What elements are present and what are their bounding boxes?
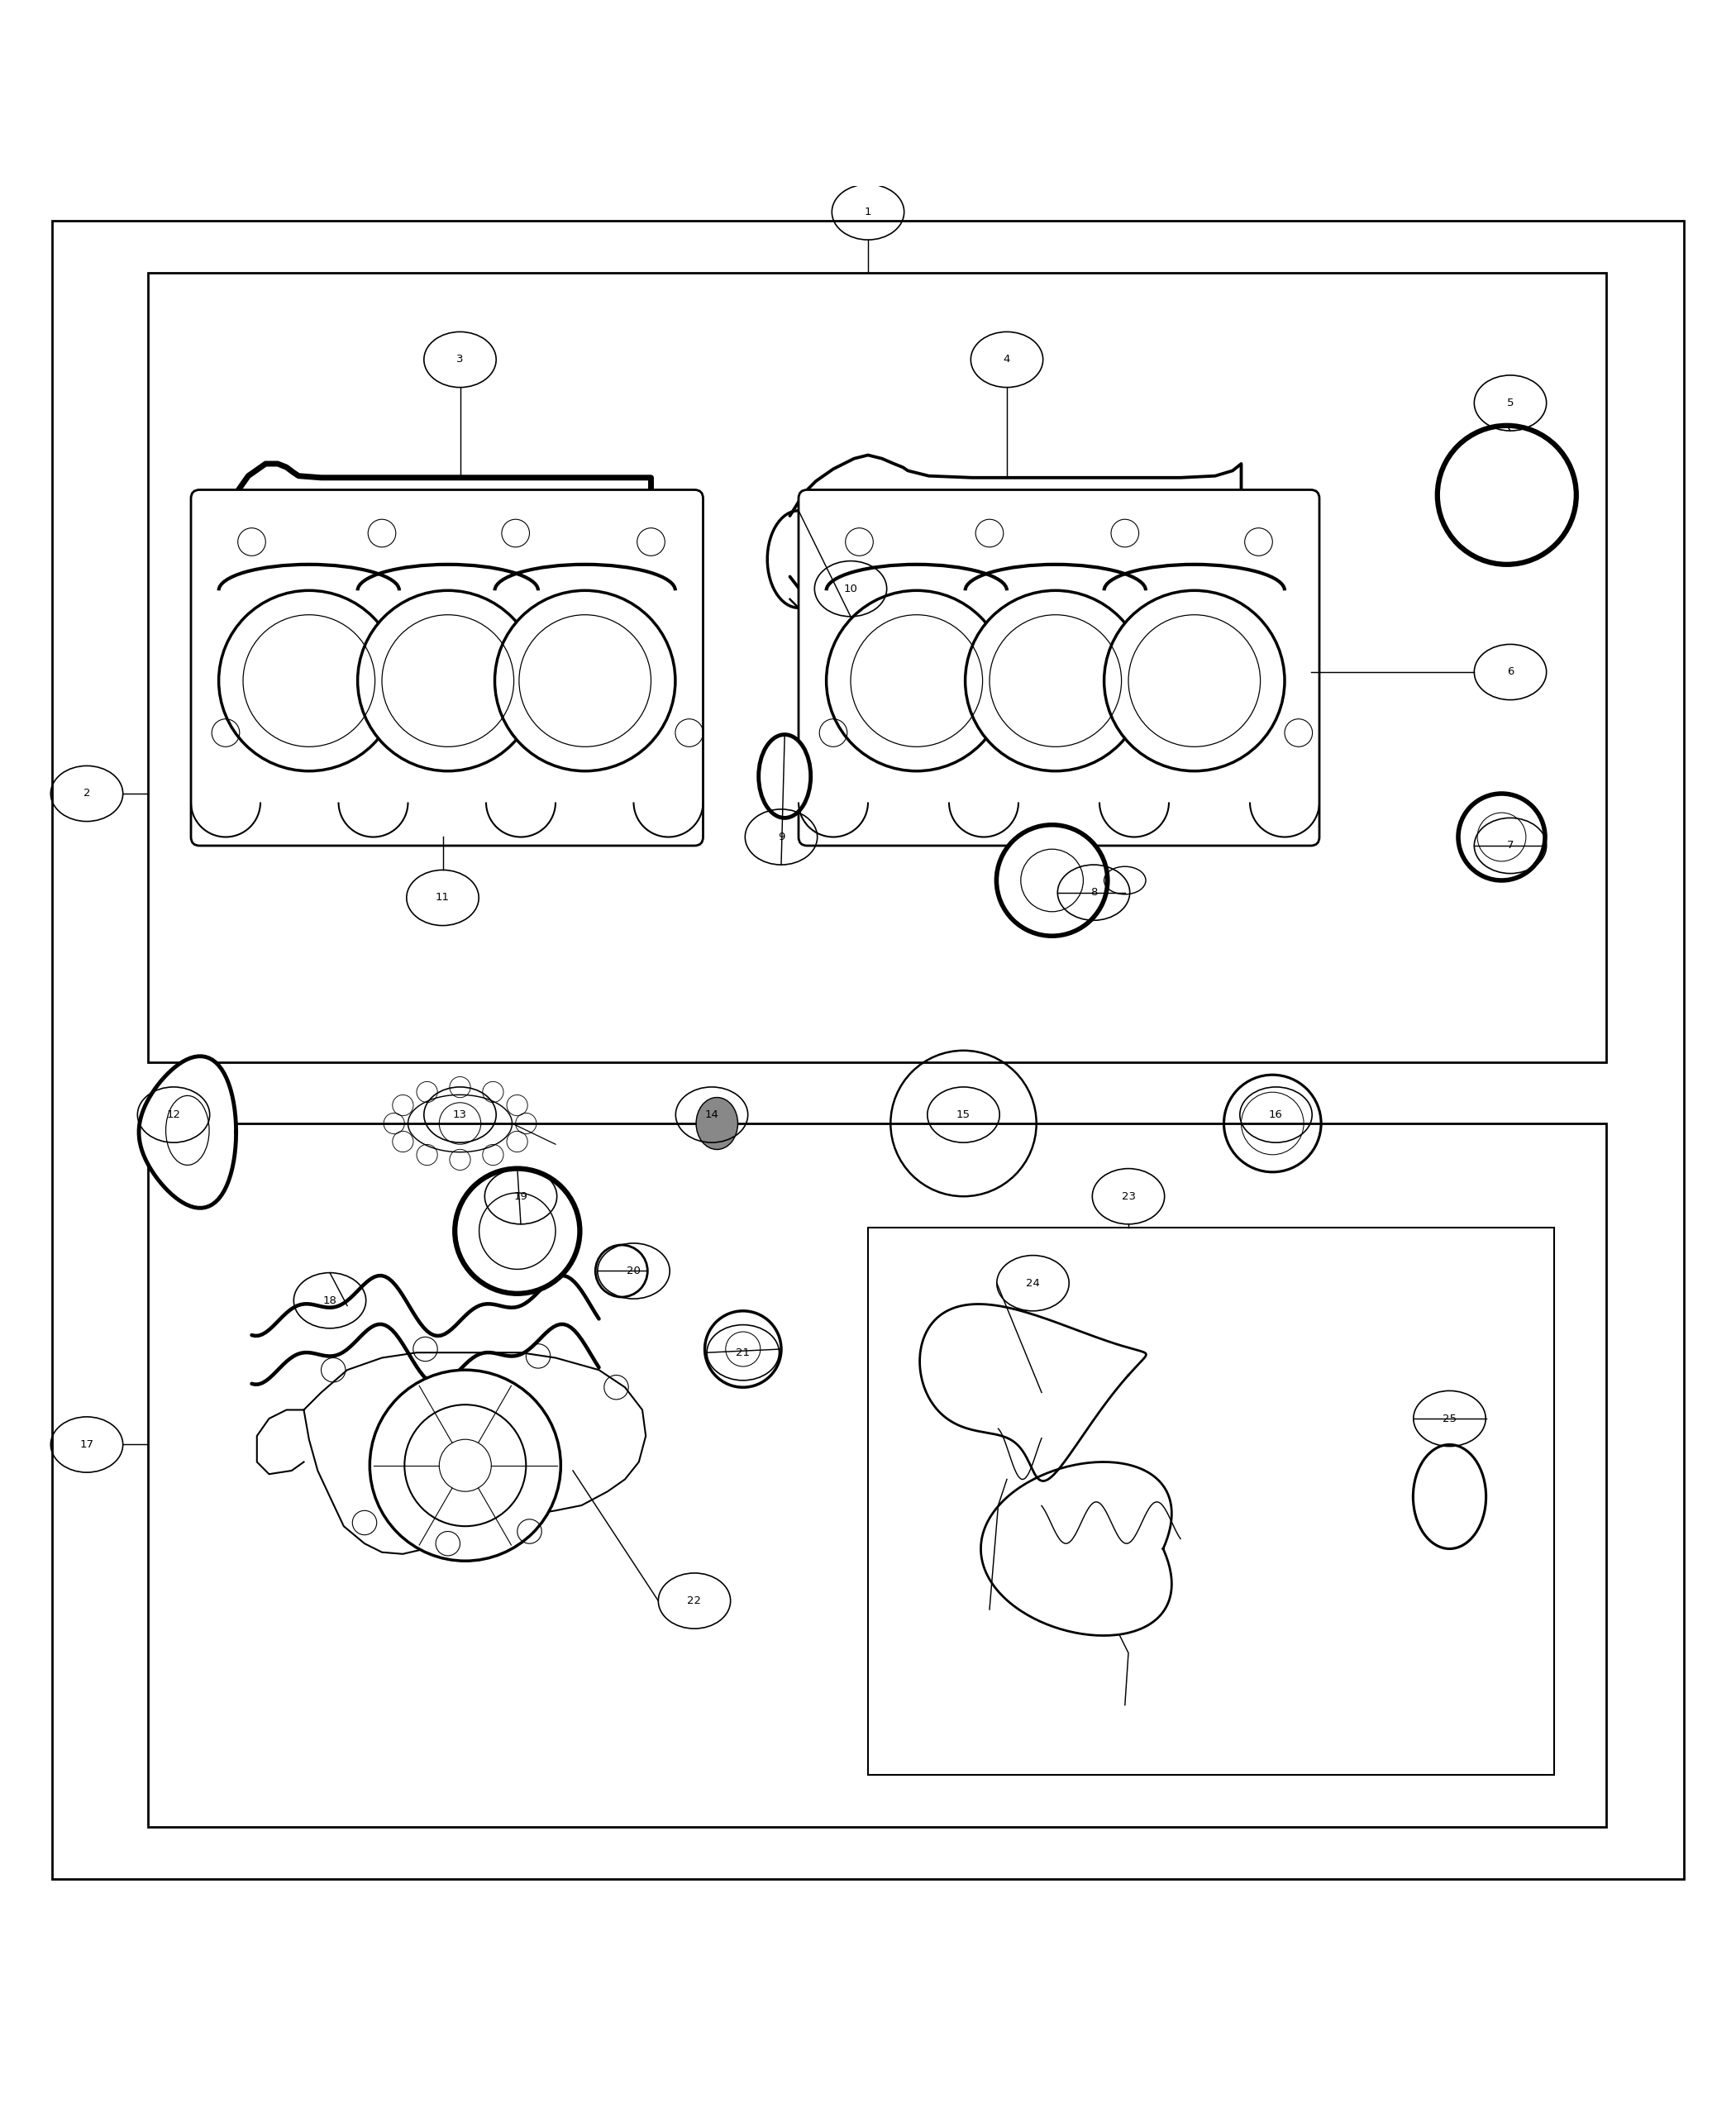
Text: 6: 6 xyxy=(1507,666,1514,677)
Text: 2: 2 xyxy=(83,788,90,799)
Circle shape xyxy=(358,590,538,772)
Text: 3: 3 xyxy=(457,354,464,365)
Text: 17: 17 xyxy=(80,1440,94,1450)
Circle shape xyxy=(370,1370,561,1560)
Text: 5: 5 xyxy=(1507,398,1514,409)
Text: 25: 25 xyxy=(1443,1412,1457,1423)
Ellipse shape xyxy=(759,734,811,818)
Circle shape xyxy=(219,590,399,772)
Text: 24: 24 xyxy=(1026,1277,1040,1288)
Text: 12: 12 xyxy=(167,1109,181,1119)
Text: 13: 13 xyxy=(453,1109,467,1119)
Bar xyxy=(148,1124,1606,1826)
Polygon shape xyxy=(139,1056,236,1208)
Circle shape xyxy=(455,1168,580,1294)
Text: 16: 16 xyxy=(1269,1109,1283,1119)
Circle shape xyxy=(404,1404,526,1526)
Text: 21: 21 xyxy=(736,1347,750,1358)
Circle shape xyxy=(965,590,1146,772)
FancyBboxPatch shape xyxy=(191,489,703,845)
Circle shape xyxy=(495,590,675,772)
Text: 4: 4 xyxy=(1003,354,1010,365)
Circle shape xyxy=(1458,793,1545,881)
Bar xyxy=(148,272,1606,1062)
Ellipse shape xyxy=(696,1098,738,1149)
Text: 1: 1 xyxy=(865,207,871,217)
Text: 19: 19 xyxy=(514,1191,528,1202)
Text: 9: 9 xyxy=(778,833,785,843)
Circle shape xyxy=(826,590,1007,772)
Text: 14: 14 xyxy=(705,1109,719,1119)
Text: 22: 22 xyxy=(687,1596,701,1606)
Text: 20: 20 xyxy=(627,1265,641,1275)
Text: 10: 10 xyxy=(844,584,858,594)
Text: 15: 15 xyxy=(957,1109,970,1119)
Text: 8: 8 xyxy=(1090,887,1097,898)
FancyBboxPatch shape xyxy=(799,489,1319,845)
Bar xyxy=(868,1227,1554,1775)
Text: 23: 23 xyxy=(1121,1191,1135,1202)
Text: 18: 18 xyxy=(323,1294,337,1305)
Text: 11: 11 xyxy=(436,892,450,902)
Circle shape xyxy=(1104,590,1285,772)
Text: 7: 7 xyxy=(1507,841,1514,852)
Circle shape xyxy=(996,824,1108,936)
